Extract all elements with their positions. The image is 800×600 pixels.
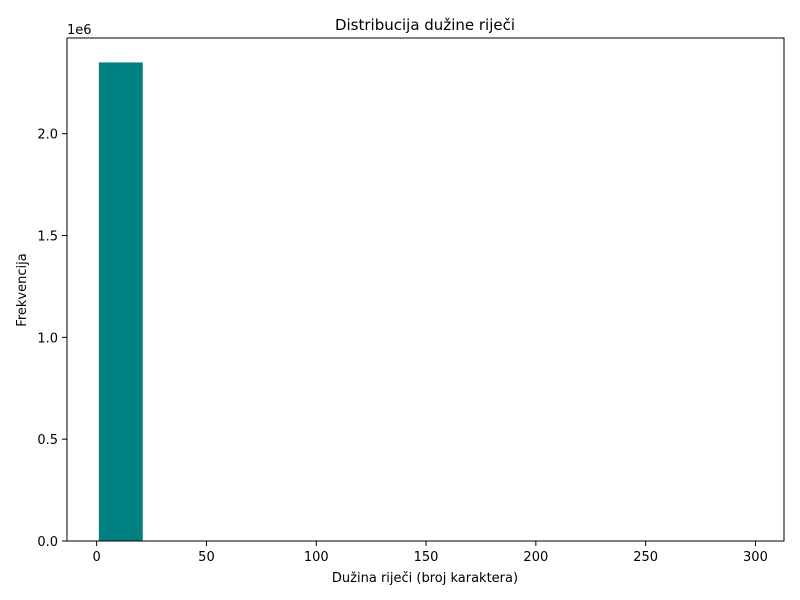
x-tick-label: 0 — [93, 550, 101, 565]
x-tick-label: 300 — [743, 550, 768, 565]
x-axis-ticks: 0 50 100 150 200 250 300 — [93, 541, 768, 565]
x-tick-label: 150 — [414, 550, 439, 565]
y-axis-ticks: 0.0 0.5 1.0 1.5 2.0 — [37, 128, 67, 550]
histogram-bar — [98, 62, 143, 541]
y-tick-label: 1.5 — [37, 230, 58, 245]
plot-frame — [66, 37, 785, 542]
x-tick-label: 200 — [523, 550, 548, 565]
y-axis-label: Frekvencija — [15, 253, 30, 326]
x-tick-label: 100 — [304, 550, 329, 565]
y-tick-label: 0.5 — [37, 433, 58, 448]
chart-title: Distribucija dužine riječi — [335, 16, 515, 34]
x-tick-label: 250 — [633, 550, 658, 565]
y-tick-label: 0.0 — [37, 535, 58, 550]
x-tick-label: 50 — [198, 550, 215, 565]
bars-group — [98, 62, 143, 541]
x-axis-label: Dužina riječi (broj karaktera) — [332, 571, 518, 586]
y-tick-label: 2.0 — [37, 128, 58, 143]
y-tick-label: 1.0 — [37, 331, 58, 346]
y-offset-label: 1e6 — [67, 23, 92, 38]
